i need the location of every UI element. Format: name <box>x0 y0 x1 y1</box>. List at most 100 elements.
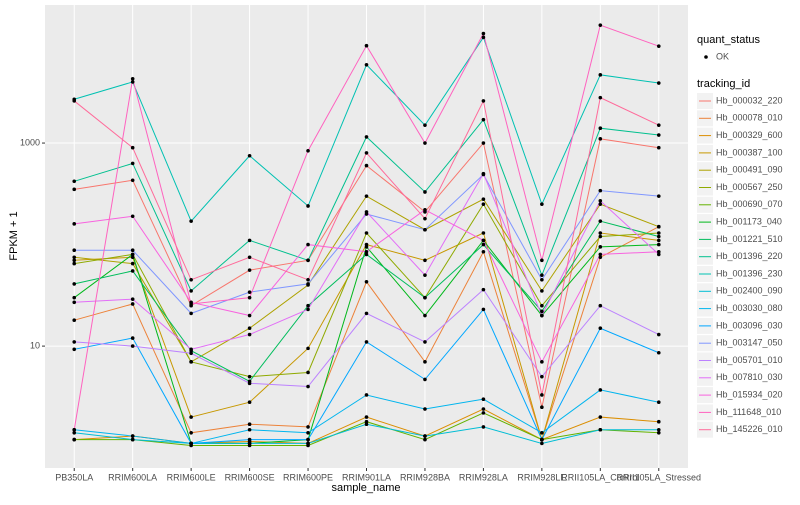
data-point <box>189 219 193 223</box>
data-point <box>247 441 252 446</box>
data-point <box>540 202 544 206</box>
data-point <box>423 360 427 364</box>
data-point <box>306 204 310 208</box>
data-point <box>130 161 135 166</box>
data-point <box>540 441 544 446</box>
data-point <box>72 248 77 253</box>
data-point <box>540 437 544 442</box>
data-point <box>423 258 427 263</box>
data-point <box>189 347 193 352</box>
data-point <box>423 141 427 145</box>
data-point <box>423 437 427 442</box>
data-point <box>130 76 135 81</box>
data-point <box>598 326 603 331</box>
data-point <box>423 208 427 212</box>
data-point <box>598 202 603 206</box>
grid <box>45 5 688 468</box>
data-point <box>481 141 486 145</box>
data-point <box>598 188 603 193</box>
data-point <box>423 295 427 300</box>
data-point <box>247 381 252 386</box>
data-point <box>72 437 77 442</box>
data-point <box>247 427 252 432</box>
legend-label: OK <box>716 51 729 61</box>
data-point <box>540 360 544 364</box>
data-point <box>656 427 661 432</box>
legend-label: Hb_003147_050 <box>716 338 783 348</box>
data-point <box>656 400 661 405</box>
data-point <box>130 261 135 266</box>
legend-key <box>704 55 708 59</box>
data-point <box>247 313 252 318</box>
data-point <box>598 126 603 131</box>
x-tick-label: RRIM928LE <box>517 472 566 482</box>
data-point <box>364 249 369 254</box>
data-point <box>306 303 310 308</box>
data-point <box>481 425 486 429</box>
data-point <box>130 178 135 183</box>
legend-label: Hb_001173_040 <box>716 216 782 226</box>
legend-label: Hb_002400_090 <box>716 286 783 296</box>
data-point <box>189 277 193 282</box>
data-point <box>72 187 77 192</box>
data-point <box>423 227 427 232</box>
data-point <box>656 238 661 243</box>
data-point <box>130 302 135 306</box>
data-point <box>423 216 427 221</box>
data-point <box>481 231 486 235</box>
data-point <box>656 224 661 229</box>
x-tick-label: RRIM600LE <box>167 472 216 482</box>
data-point <box>130 80 135 84</box>
data-point <box>306 346 310 351</box>
data-point <box>656 332 661 337</box>
data-point <box>598 388 603 392</box>
data-point <box>306 258 310 263</box>
data-point <box>72 222 77 226</box>
data-point <box>72 282 77 286</box>
data-point <box>481 407 486 411</box>
data-point <box>72 295 77 300</box>
legend-label: Hb_000491_090 <box>716 165 783 175</box>
data-point <box>598 415 603 419</box>
lines <box>72 23 661 448</box>
data-point <box>72 255 77 260</box>
data-point <box>540 374 544 379</box>
data-point <box>72 427 77 432</box>
y-tick-label: 1000 <box>20 137 40 147</box>
data-point <box>481 117 486 122</box>
legend-label: Hb_000690_070 <box>716 199 783 209</box>
y-axis-title: FPKM + 1 <box>8 211 20 260</box>
data-point <box>656 231 661 235</box>
data-point <box>130 297 135 301</box>
data-point <box>598 198 603 203</box>
data-point <box>364 135 369 139</box>
data-point <box>598 23 603 27</box>
legend-label: Hb_007810_030 <box>716 372 783 382</box>
legend-label: Hb_015934_020 <box>716 389 783 399</box>
data-point <box>656 249 661 254</box>
data-point <box>247 268 252 272</box>
x-tick-label: RRIM928BA <box>400 472 450 482</box>
data-point <box>364 340 369 344</box>
data-point <box>481 287 486 292</box>
data-point <box>540 273 544 277</box>
data-point <box>656 123 661 127</box>
data-point <box>72 258 77 263</box>
data-point <box>130 145 135 150</box>
data-point <box>656 81 661 85</box>
data-point <box>72 318 77 322</box>
data-point <box>598 231 603 235</box>
data-point <box>130 248 135 253</box>
data-point <box>656 145 661 150</box>
data-point <box>481 171 486 176</box>
legend-label: Hb_000032_220 <box>716 95 783 105</box>
data-point <box>598 95 603 100</box>
data-point <box>247 153 252 158</box>
x-tick-label: RRIM600SE <box>225 472 275 482</box>
data-point <box>364 252 369 257</box>
y-tick-label: 10 <box>30 340 40 350</box>
data-point <box>364 419 369 424</box>
data-point <box>306 282 310 286</box>
data-point <box>364 279 369 284</box>
x-tick-label: RRIM928LA <box>459 472 508 482</box>
